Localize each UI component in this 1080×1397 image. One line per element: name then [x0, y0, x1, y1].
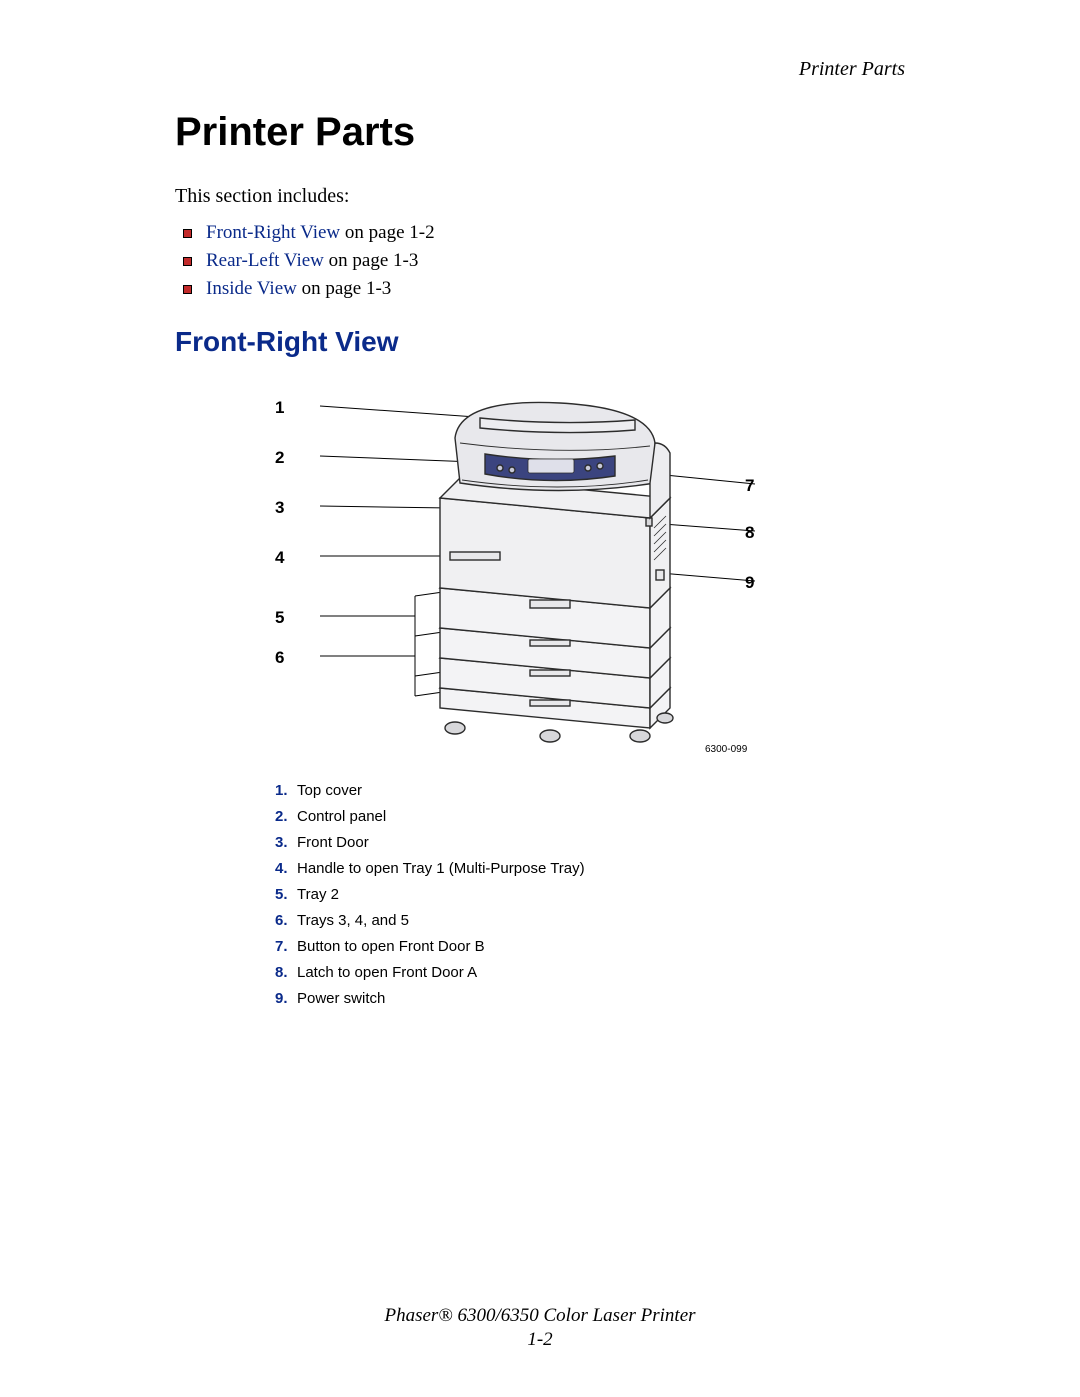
toc-item: Front-Right View on page 1-2	[183, 222, 905, 244]
legend-num: 3.	[275, 834, 291, 851]
toc-link-page: on page 1-3	[297, 278, 391, 299]
legend-label: Power switch	[297, 990, 385, 1007]
legend-item: 3. Front Door	[275, 834, 805, 851]
legend-item: 9. Power switch	[275, 990, 805, 1007]
legend-label: Front Door	[297, 834, 369, 851]
running-header: Printer Parts	[799, 58, 905, 81]
toc-link[interactable]: Inside View	[206, 278, 297, 299]
printer-illustration	[300, 388, 780, 748]
legend-num: 9.	[275, 990, 291, 1007]
callout-7: 7	[745, 476, 754, 496]
callout-5: 5	[275, 608, 284, 628]
bullet-icon	[183, 285, 192, 294]
legend-num: 6.	[275, 912, 291, 929]
toc-link-page: on page 1-3	[324, 250, 418, 271]
legend-num: 4.	[275, 860, 291, 877]
bullet-icon	[183, 229, 192, 238]
legend-item: 8. Latch to open Front Door A	[275, 964, 805, 981]
toc-link[interactable]: Front-Right View	[206, 222, 340, 243]
legend-item: 5. Tray 2	[275, 886, 805, 903]
section-heading: Front-Right View	[175, 326, 905, 358]
callout-2: 2	[275, 448, 284, 468]
toc-item: Inside View on page 1-3	[183, 278, 905, 300]
legend-label: Handle to open Tray 1 (Multi-Purpose Tra…	[297, 860, 585, 877]
footer-product: Phaser® 6300/6350 Color Laser Printer	[384, 1305, 695, 1326]
intro-text: This section includes:	[175, 185, 905, 208]
figure: 1 2 3 4 5 6 7 8 9	[275, 388, 805, 1007]
legend-num: 1.	[275, 782, 291, 799]
legend-item: 6. Trays 3, 4, and 5	[275, 912, 805, 929]
legend-label: Button to open Front Door B	[297, 938, 485, 955]
legend-num: 7.	[275, 938, 291, 955]
footer: Phaser® 6300/6350 Color Laser Printer 1-…	[0, 1305, 1080, 1351]
toc-item: Rear-Left View on page 1-3	[183, 250, 905, 272]
callout-6: 6	[275, 648, 284, 668]
legend-item: 2. Control panel	[275, 808, 805, 825]
legend-item: 1. Top cover	[275, 782, 805, 799]
legend-num: 8.	[275, 964, 291, 981]
callout-8: 8	[745, 523, 754, 543]
legend-item: 4. Handle to open Tray 1 (Multi-Purpose T…	[275, 860, 805, 877]
legend: 1. Top cover 2. Control panel 3. Front Door…	[275, 782, 805, 1007]
footer-page: 1-2	[0, 1329, 1080, 1351]
bullet-icon	[183, 257, 192, 266]
callout-1: 1	[275, 398, 284, 418]
toc-link-page: on page 1-2	[340, 222, 434, 243]
page-title: Printer Parts	[175, 110, 905, 155]
toc-link[interactable]: Rear-Left View	[206, 250, 324, 271]
toc-list: Front-Right View on page 1-2 Rear-Left V…	[183, 222, 905, 300]
callout-9: 9	[745, 573, 754, 593]
callout-3: 3	[275, 498, 284, 518]
legend-label: Tray 2	[297, 886, 339, 903]
legend-label: Control panel	[297, 808, 386, 825]
legend-num: 5.	[275, 886, 291, 903]
legend-item: 7. Button to open Front Door B	[275, 938, 805, 955]
legend-label: Trays 3, 4, and 5	[297, 912, 409, 929]
legend-label: Latch to open Front Door A	[297, 964, 477, 981]
callout-4: 4	[275, 548, 284, 568]
legend-label: Top cover	[297, 782, 362, 799]
legend-num: 2.	[275, 808, 291, 825]
figure-code: 6300-099	[705, 744, 747, 755]
